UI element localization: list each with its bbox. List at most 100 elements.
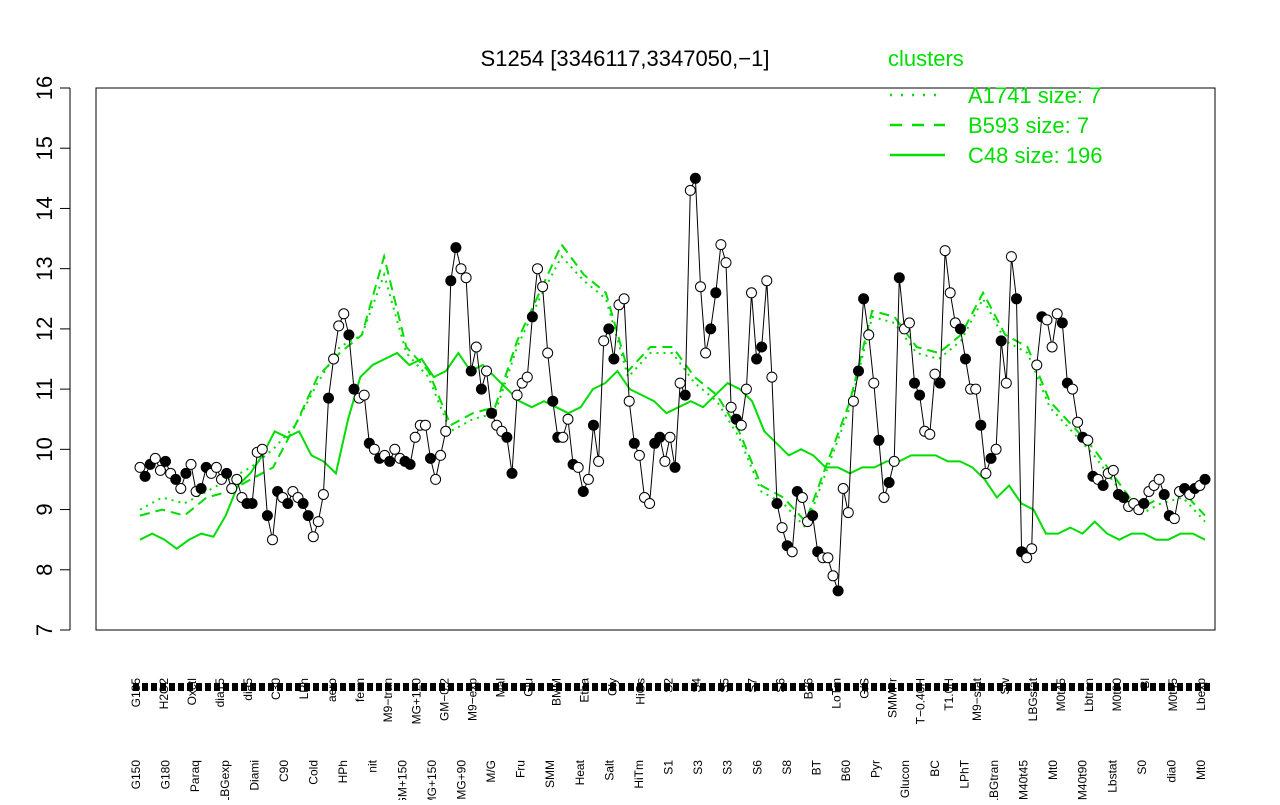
y-tick-label: 10 [32,437,57,461]
x-tick-label: C90 [277,760,291,782]
data-point [664,431,676,443]
data-point [628,437,640,449]
data-point [557,431,569,443]
data-point [735,419,747,431]
data-point [282,498,294,509]
data-point [261,510,273,522]
x-tick-label: S0 [1135,760,1149,775]
data-point [481,365,492,377]
data-point [435,449,447,461]
data-point [195,483,207,494]
data-point [333,320,345,332]
data-point [572,461,584,473]
x-tick-mark [1177,683,1183,691]
x-tick-mark [1078,683,1084,691]
x-tick-mark [169,683,175,691]
x-tick-mark [1141,683,1147,691]
data-point [343,329,355,341]
data-point [623,395,635,407]
x-tick-mark [223,683,229,691]
x-tick-mark [619,683,625,691]
data-point [547,395,559,407]
data-point [873,434,885,446]
x-tick-mark [673,683,679,691]
data-point [154,464,166,476]
x-tick-label: Lbstat [1105,759,1119,792]
data-point [445,275,457,287]
y-tick-label: 14 [32,196,57,220]
data-point [1158,489,1170,500]
data-point [134,461,146,473]
data-point [980,467,992,479]
x-tick-label: M40t90 [1076,760,1090,800]
data-point [740,383,752,395]
x-tick-mark [754,683,760,691]
data-point [475,383,487,395]
data-point [1011,293,1022,305]
data-point [302,510,314,522]
data-point [323,392,334,404]
data-point [404,458,416,470]
data-point [384,455,396,467]
x-tick-label: G150 [129,760,143,790]
x-tick-label: Salt [602,759,616,780]
x-tick-mark [988,683,994,691]
data-point [231,473,243,485]
x-tick-mark [691,683,697,691]
data-point [368,443,380,455]
x-tick-label: S3 [721,760,735,775]
x-tick-mark [1150,683,1156,691]
data-point [975,419,987,431]
x-tick-mark [583,683,589,691]
x-tick-mark [286,683,292,691]
x-tick-label: Glu [521,678,535,697]
x-tick-label: Mt0 [1194,760,1208,780]
data-point [486,407,498,419]
x-tick-mark [736,683,742,691]
data-point [593,455,605,467]
cluster-line-solid [139,351,1206,550]
data-point [455,263,467,275]
data-point [954,323,966,335]
data-point [689,172,701,184]
data-point [924,428,936,440]
x-tick-mark [475,683,481,691]
data-point [1051,308,1063,320]
x-tick-mark [187,683,193,691]
legend-title: clusters [888,46,964,71]
x-tick-mark [502,683,508,691]
x-tick-label: G135 [129,678,143,708]
data-point [832,585,844,597]
y-tick-label: 16 [32,76,57,100]
data-point [419,419,431,431]
x-tick-label: SMM [543,760,557,788]
data-point [542,347,554,359]
data-point [725,401,737,413]
x-tick-mark [259,683,265,691]
data-point [1118,492,1129,503]
x-tick-mark [556,683,562,691]
x-tick-mark [394,683,400,691]
x-tick-label: M0t90 [1110,678,1124,712]
x-tick-label: S8 [780,760,794,775]
x-tick-mark [1042,683,1048,691]
data-point [669,461,681,473]
data-point [858,293,870,305]
data-point [430,473,442,485]
x-tick-label: LPhT [957,759,971,788]
data-point [338,308,350,320]
data-point [1026,543,1038,555]
x-tick-mark [637,683,643,691]
y-axis: 7 8 9 10 11 12 13 14 15 16 [32,76,71,636]
x-tick-label: G180 [159,760,173,790]
data-point [1138,498,1150,509]
x-tick-mark [808,683,814,691]
x-tick-mark [1105,683,1111,691]
data-point [221,467,233,479]
data-point [796,492,808,503]
x-tick-label: Cold [307,760,321,785]
data-point [139,470,151,482]
x-tick-mark [817,683,823,691]
data-point [1082,434,1094,446]
